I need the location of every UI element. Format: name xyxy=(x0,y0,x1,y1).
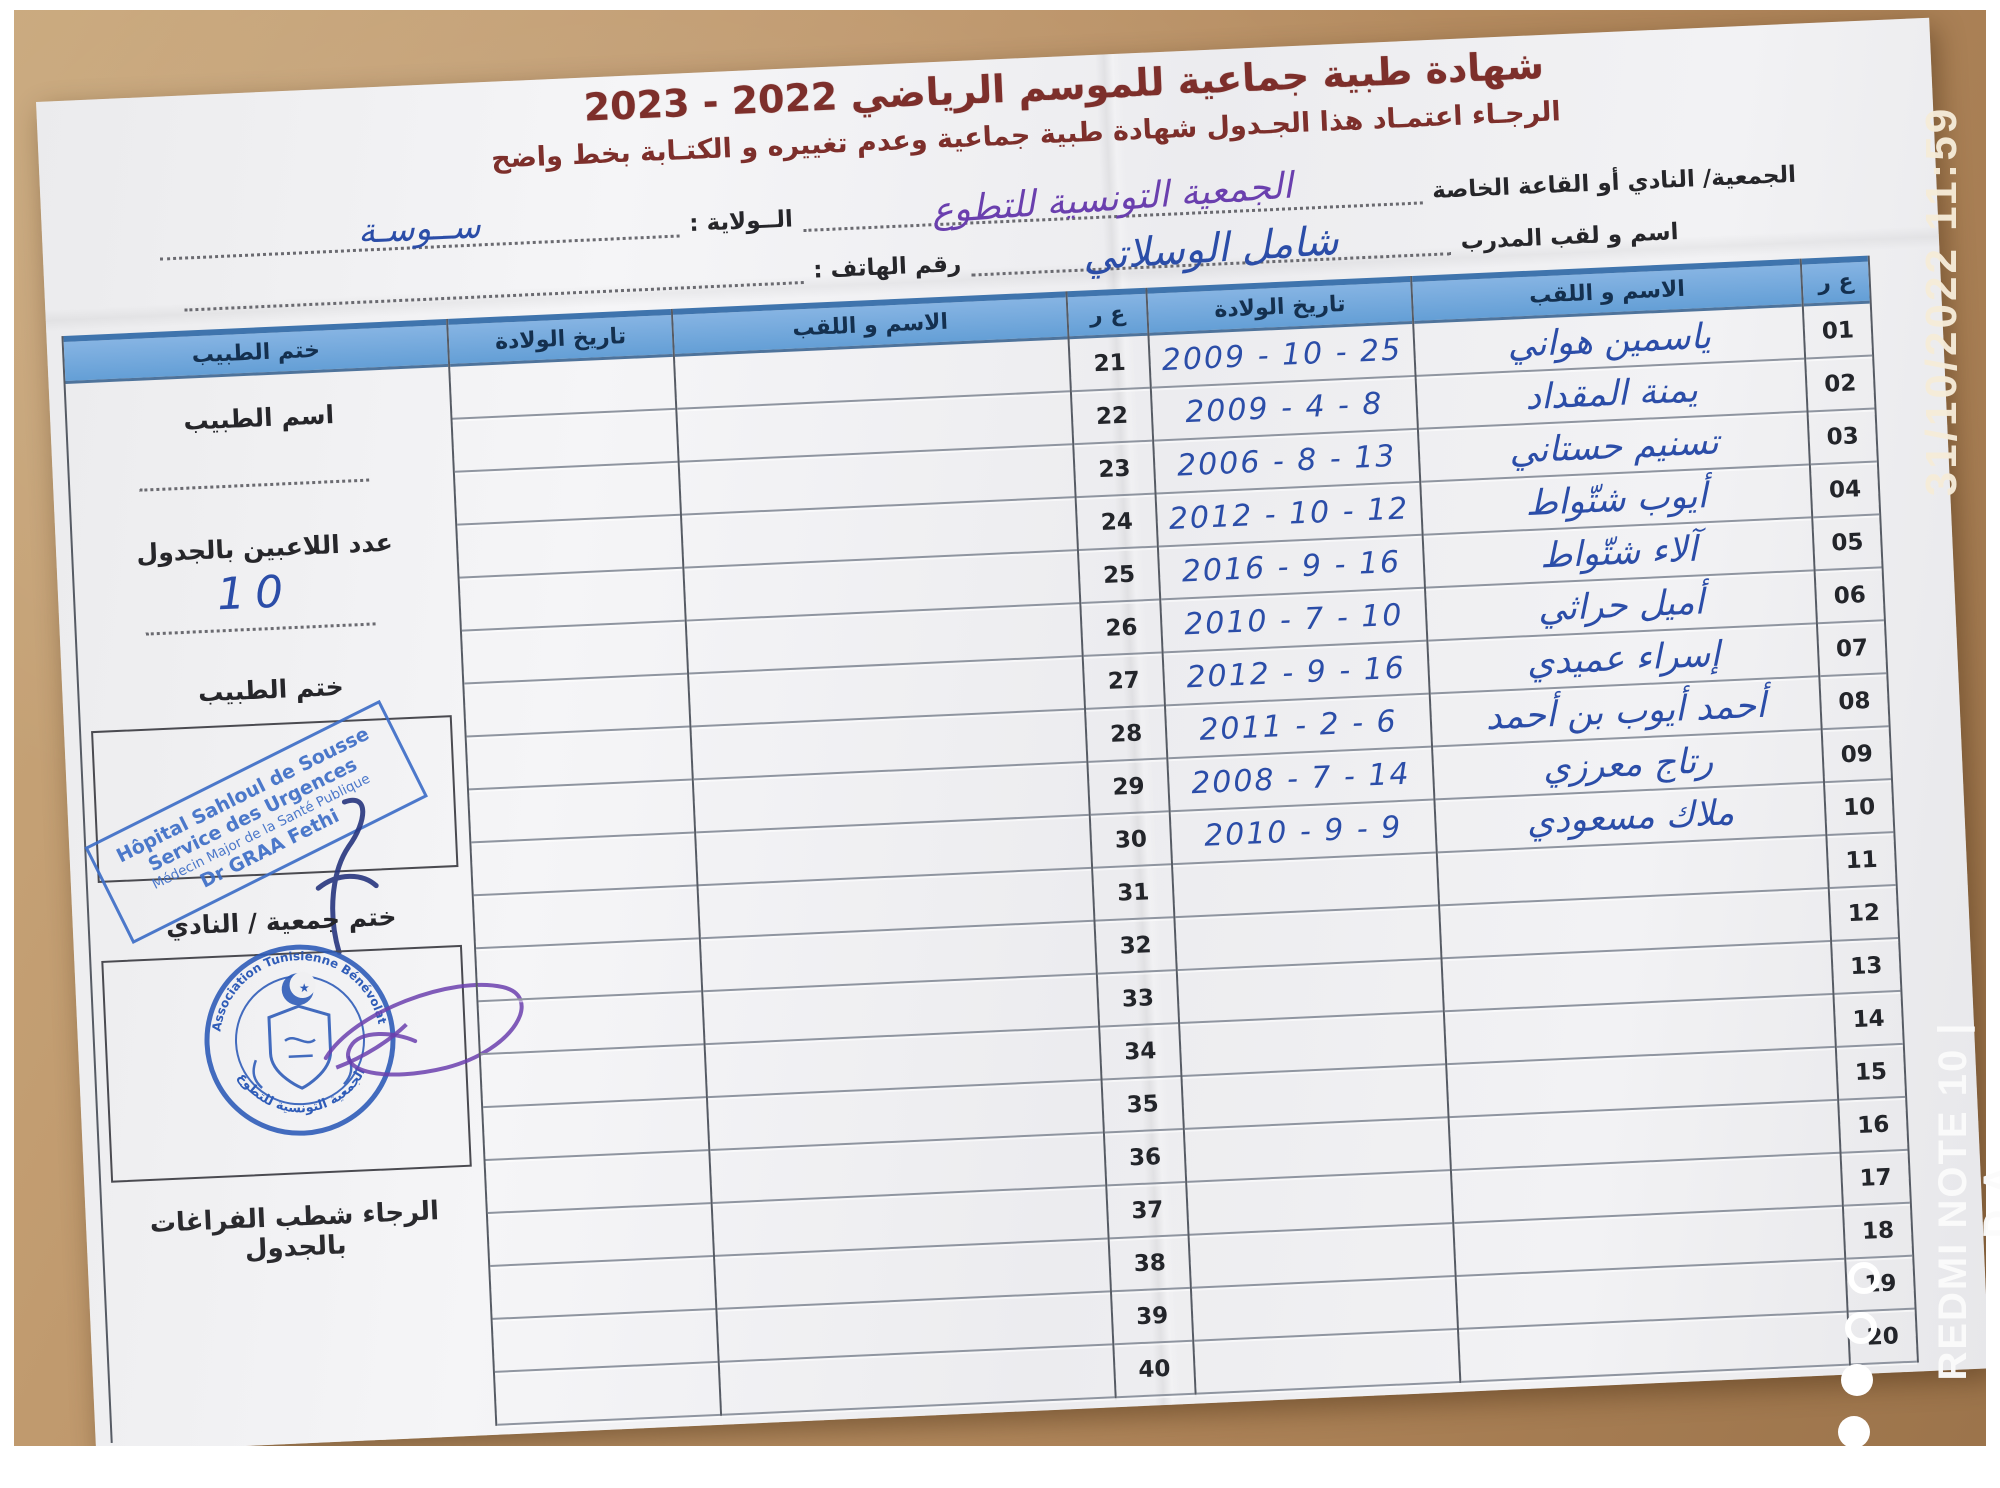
table-cell-no2: 40 xyxy=(1114,1341,1195,1399)
table-cell-no: 15 xyxy=(1836,1044,1906,1101)
club-signature xyxy=(323,982,524,1077)
doctor-stamp-area: اسم الطبيب عدد اللاعبين بالجدول 10 ختم ا… xyxy=(66,367,524,1443)
doctor-name-label: اسم الطبيب xyxy=(182,400,335,436)
table-cell-no: 05 xyxy=(1813,515,1882,572)
table-cell-no: 12 xyxy=(1829,886,1899,942)
watermark-dot xyxy=(1848,1262,1880,1294)
column-doctor-stamp: ختم الطبيب اسم الطبيب عدد اللاعبين بالجد… xyxy=(61,318,524,1444)
table-cell-no: 08 xyxy=(1820,674,1889,731)
table-cell-no: 16 xyxy=(1839,1097,1908,1154)
table-cell-no: 10 xyxy=(1825,780,1894,837)
table-cell-no2: 38 xyxy=(1109,1235,1190,1293)
table-cell-no2: 26 xyxy=(1081,600,1162,657)
table-cell-no2: 27 xyxy=(1083,653,1165,710)
table-cell-no2: 28 xyxy=(1086,706,1167,763)
table-cell-no: 02 xyxy=(1806,356,1875,413)
dotted-line xyxy=(145,622,376,636)
column-name-1: الاسم و اللقب ياسمين هواني يمنة المقداد تس… xyxy=(1410,258,1850,1383)
table-cell-no2: 24 xyxy=(1076,494,1157,552)
association-label: الجمعية/ النادي أو القاعة الخاصة xyxy=(1431,161,1797,204)
table-cell-no2: 33 xyxy=(1097,971,1179,1028)
table-cell-no: 14 xyxy=(1834,991,1903,1048)
cross-out-note: الرجاء شطب الفراغات بالجدول xyxy=(149,1196,440,1265)
dotted-line xyxy=(139,478,369,492)
table-cell-no: 06 xyxy=(1815,568,1884,625)
table-cell-no2: 23 xyxy=(1074,441,1155,499)
table-cell-no2: 31 xyxy=(1093,865,1174,922)
coach-value: شامل الوسلاتي xyxy=(1081,218,1340,280)
table-cell-no: 09 xyxy=(1822,727,1892,784)
column-name-2: الاسم و اللقب xyxy=(670,291,1115,1416)
watermark-dot xyxy=(1845,1312,1877,1344)
coach-label: اسم و لقب المدرب xyxy=(1460,219,1679,255)
players-table: ختم الطبيب اسم الطبيب عدد اللاعبين بالجد… xyxy=(61,255,1919,1444)
table-cell-no2: 36 xyxy=(1104,1129,1186,1187)
column-header-number-1: ع ر xyxy=(1801,255,1870,307)
table-cell-dob xyxy=(1194,1329,1460,1395)
document-paper: شهادة طبية جماعية للموسم الرياضي 2022 - … xyxy=(36,17,1986,1446)
table-cell-no2: 32 xyxy=(1095,918,1176,975)
table-cell-no: 04 xyxy=(1810,462,1880,519)
table-cell-no: 07 xyxy=(1817,621,1887,678)
table-cell-no2: 30 xyxy=(1090,812,1172,869)
table-cell-no: 11 xyxy=(1827,833,1896,889)
table-cell-no2: 34 xyxy=(1100,1024,1181,1081)
state-value: ســوسـة xyxy=(357,206,482,252)
watermark-dot xyxy=(1838,1416,1870,1448)
column-header-number-2: ع ر xyxy=(1067,287,1148,340)
players-count-value: 10 xyxy=(215,566,295,621)
table-cell-no2: 39 xyxy=(1112,1288,1193,1346)
table-cell-no2: 25 xyxy=(1079,547,1160,604)
table-cell-no: 18 xyxy=(1843,1203,1913,1260)
table-cell-no: 03 xyxy=(1808,409,1877,466)
doctor-signature xyxy=(315,797,379,955)
table-cell-no2: 37 xyxy=(1107,1182,1188,1240)
table-cell-no2: 29 xyxy=(1088,759,1169,816)
table-cell-no2: 22 xyxy=(1071,388,1153,446)
table-cell-no2: 21 xyxy=(1069,335,1150,393)
table-cell-no: 17 xyxy=(1841,1150,1910,1207)
table-cell-dob2 xyxy=(494,1362,721,1426)
table-cell-no2: 35 xyxy=(1102,1077,1183,1134)
doctor-stamp-label: ختم الطبيب xyxy=(197,671,345,708)
svg-text:★: ★ xyxy=(299,981,310,995)
club-round-stamp: ★ Association Tunisienne Bénévolat الجمع… xyxy=(204,944,396,1136)
table-cell-no: 13 xyxy=(1832,938,1901,995)
state-label: الــولاية : xyxy=(688,206,794,238)
table-cell-no: 01 xyxy=(1803,303,1873,360)
watermark-dot xyxy=(1841,1364,1873,1396)
column-dob-1: تاريخ الولادة 2009 - 10 - 25 2009 - 4 - 8… xyxy=(1145,276,1460,1395)
phone-label: رقم الهاتف : xyxy=(812,251,962,284)
desk-background: شهادة طبية جماعية للموسم الرياضي 2022 - … xyxy=(14,10,1986,1446)
